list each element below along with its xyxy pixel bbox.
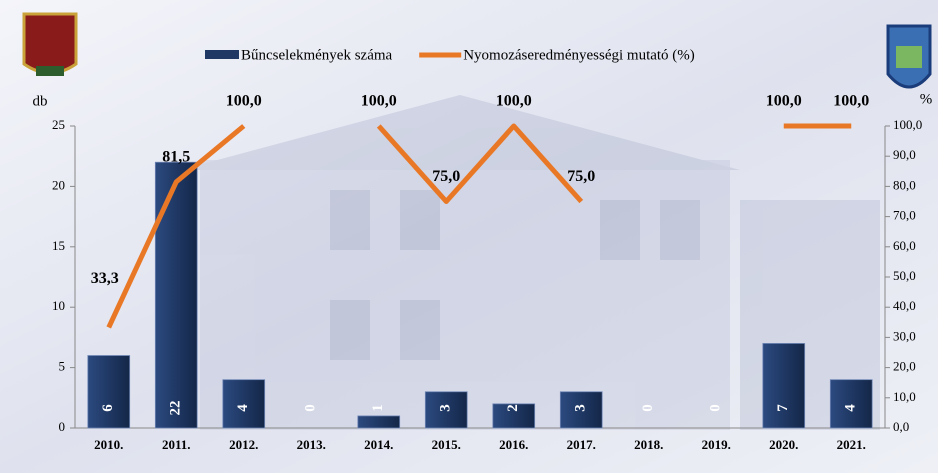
x-tick-label: 2020.: [769, 437, 798, 452]
logo-left: [24, 14, 76, 76]
bar: [358, 416, 400, 428]
x-tick-label: 2010.: [94, 437, 123, 452]
bar: [223, 380, 265, 428]
line-value-label: 100,0: [361, 93, 397, 110]
y2-tick-label: 0,0: [893, 419, 909, 434]
legend-marker: [205, 50, 239, 59]
chart: db%05101520250,010,020,030,040,050,060,0…: [0, 0, 938, 473]
bar-value-label: 6: [100, 404, 116, 412]
y-tick-label: 10: [52, 298, 65, 313]
x-tick-label: 2012.: [229, 437, 258, 452]
y2-tick-label: 70,0: [893, 208, 916, 223]
x-tick-label: 2013.: [297, 437, 326, 452]
x-tick-label: 2015.: [432, 437, 461, 452]
y2-tick-label: 30,0: [893, 328, 916, 343]
y2-tick-label: 10,0: [893, 389, 916, 404]
bar-value-label: 4: [235, 404, 251, 412]
bar-value-label: 0: [303, 404, 319, 412]
x-tick-label: 2021.: [837, 437, 866, 452]
bar-value-label: 3: [438, 404, 454, 412]
line-value-label: 81,5: [162, 149, 190, 166]
y2-tick-label: 20,0: [893, 359, 916, 374]
y2-axis-label: %: [920, 91, 933, 107]
line-value-label: 75,0: [432, 168, 460, 185]
bar-value-label: 7: [775, 404, 791, 412]
y-tick-label: 15: [52, 238, 65, 253]
x-tick-label: 2018.: [634, 437, 663, 452]
line-value-label: 100,0: [496, 93, 532, 110]
bar-value-label: 22: [168, 401, 184, 416]
x-tick-label: 2011.: [162, 437, 191, 452]
bar-value-label: 3: [573, 404, 589, 412]
legend-label: Nyomozáseredményességi mutató (%): [463, 47, 695, 63]
y2-tick-label: 90,0: [893, 147, 916, 162]
line-value-label: 75,0: [567, 168, 595, 185]
line-value-label: 100,0: [833, 93, 869, 110]
bar-value-label: 2: [505, 404, 521, 412]
bar-value-label: 4: [843, 404, 859, 412]
bar: [155, 162, 197, 428]
y-axis-label: db: [33, 93, 48, 109]
x-tick-label: 2014.: [364, 437, 393, 452]
bar: [88, 356, 130, 428]
legend-label: Bűncselekmények száma: [241, 47, 393, 63]
y-tick-label: 5: [59, 359, 66, 374]
line-value-label: 100,0: [766, 93, 802, 110]
y-tick-label: 25: [52, 117, 65, 132]
x-tick-label: 2019.: [702, 437, 731, 452]
y2-tick-label: 50,0: [893, 268, 916, 283]
y-tick-label: 0: [59, 419, 66, 434]
y2-tick-label: 40,0: [893, 298, 916, 313]
line-value-label: 33,3: [91, 270, 119, 287]
y2-tick-label: 60,0: [893, 238, 916, 253]
y2-tick-label: 100,0: [893, 117, 922, 132]
x-tick-label: 2017.: [567, 437, 596, 452]
y2-tick-label: 80,0: [893, 177, 916, 192]
bar: [830, 380, 872, 428]
bar-value-label: 0: [640, 404, 656, 412]
bar-value-label: 0: [708, 404, 724, 412]
bar: [763, 343, 805, 428]
y-tick-label: 20: [52, 177, 65, 192]
line-value-label: 100,0: [226, 93, 262, 110]
logo-right: [888, 26, 930, 87]
bar-value-label: 1: [370, 404, 386, 412]
x-tick-label: 2016.: [499, 437, 528, 452]
